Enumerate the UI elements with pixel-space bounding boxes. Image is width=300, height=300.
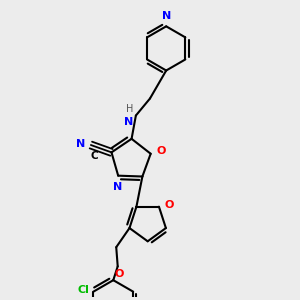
Text: Cl: Cl (77, 285, 89, 295)
Text: H: H (125, 104, 133, 114)
Text: N: N (76, 139, 85, 149)
Text: O: O (165, 200, 174, 210)
Text: N: N (113, 182, 122, 192)
Text: C: C (91, 152, 98, 161)
Text: N: N (124, 117, 133, 127)
Text: O: O (115, 269, 124, 279)
Text: O: O (157, 146, 166, 156)
Text: N: N (162, 11, 171, 21)
